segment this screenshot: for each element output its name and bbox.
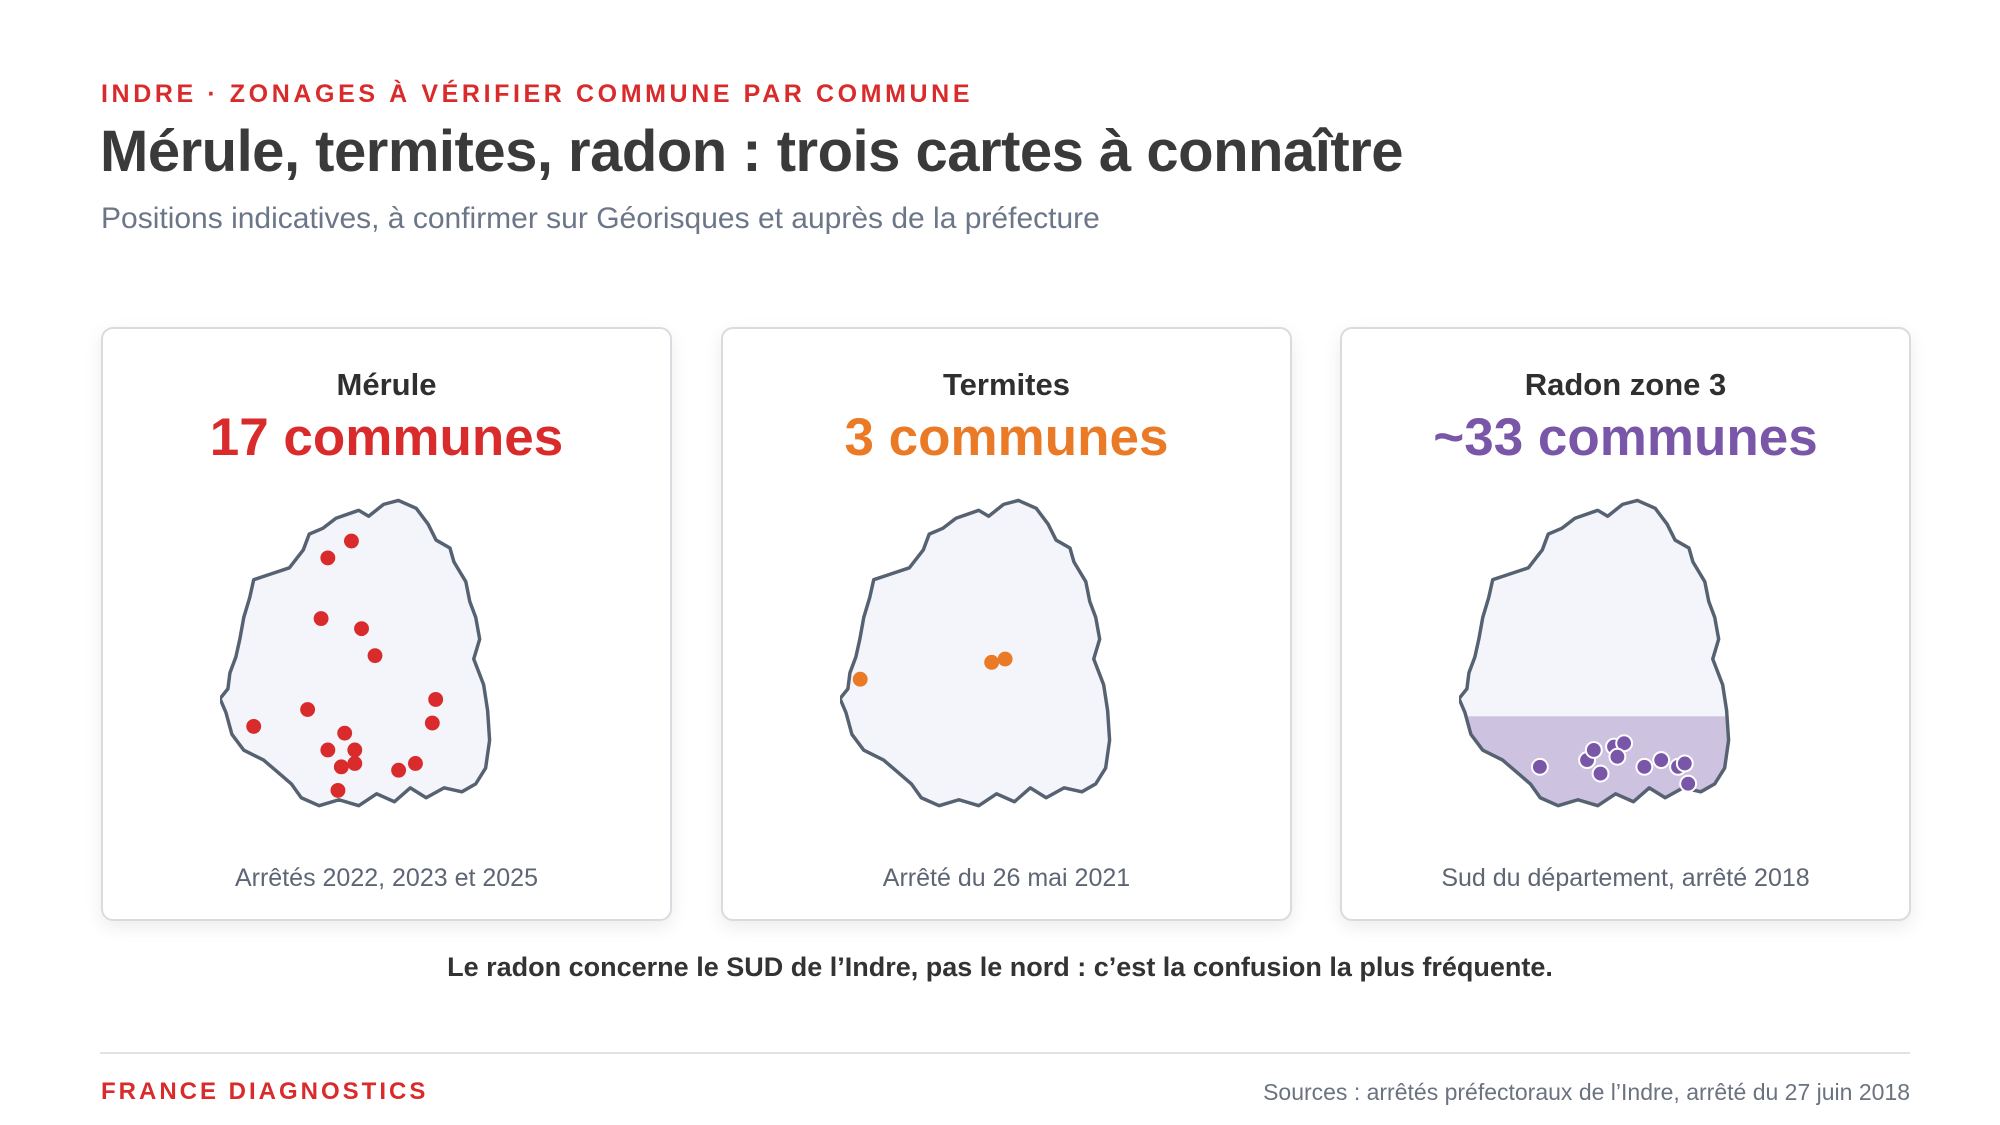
commune-point (320, 742, 336, 758)
brand-name: FRANCE DIAGNOSTICS (101, 1078, 429, 1105)
commune-point (367, 648, 383, 664)
commune-point (313, 611, 329, 626)
indre-map-merule (220, 498, 492, 808)
page-title: Mérule, termites, radon : trois cartes à… (100, 119, 1403, 184)
card-title: Termites (943, 367, 1070, 402)
card-note: Arrêtés 2022, 2023 et 2025 (234, 864, 538, 892)
card-title: Mérule (336, 367, 437, 402)
card-count: 17 communes (209, 408, 564, 467)
commune-point (1530, 757, 1549, 776)
commune-point (997, 651, 1013, 667)
department-outline (1459, 498, 1731, 808)
commune-point (337, 725, 353, 741)
commune-point (984, 654, 1000, 670)
commune-point (1584, 741, 1603, 759)
commune-point (1679, 774, 1698, 793)
card-count: ~33 communes (1433, 408, 1818, 467)
department-outline (220, 498, 492, 808)
indre-map-radon (1459, 498, 1731, 808)
commune-point (1608, 747, 1627, 766)
commune-point (408, 756, 423, 771)
eyebrow: INDRE · ZONAGES À VÉRIFIER COMMUNE PAR C… (101, 80, 974, 108)
commune-point (428, 692, 444, 707)
commune-point (852, 671, 868, 687)
commune-point (391, 762, 407, 778)
department-outline (840, 498, 1112, 808)
sources-note: Sources : arrêtés préfectoraux de l’Indr… (1263, 1079, 1910, 1105)
department-fill (840, 500, 1110, 806)
commune-point (347, 756, 363, 771)
commune-point (1635, 757, 1654, 776)
radon-zone-band (1459, 716, 1729, 806)
commune-point (1591, 764, 1610, 783)
footer-divider (100, 1052, 1910, 1054)
commune-point (330, 782, 346, 798)
card-termites: Termites 3 communes Arrêté du 26 mai 202… (721, 327, 1292, 921)
card-merule: Mérule 17 communes Arrêtés 2022, 2023 et… (101, 327, 672, 921)
card-note: Sud du département, arrêté 2018 (1441, 864, 1810, 892)
commune-point (1675, 754, 1694, 773)
commune-point (343, 533, 359, 549)
commune-point (300, 702, 316, 717)
card-note: Arrêté du 26 mai 2021 (882, 864, 1131, 892)
page-subtitle: Positions indicatives, à confirmer sur G… (101, 202, 1100, 235)
card-radon: Radon zone 3 ~33 communes Sud du départe… (1340, 327, 1911, 921)
commune-point (333, 759, 349, 775)
commune-point (347, 742, 363, 758)
commune-point (1652, 751, 1671, 770)
commune-point (354, 621, 369, 637)
commune-point (320, 550, 336, 566)
department-fill (220, 500, 490, 806)
commune-point (424, 715, 440, 731)
card-title: Radon zone 3 (1524, 367, 1727, 402)
indre-map-termites (840, 498, 1112, 808)
commune-point (246, 718, 262, 734)
card-count: 3 communes (844, 408, 1169, 467)
radon-callout: Le radon concerne le SUD de l’Indre, pas… (447, 952, 1553, 982)
